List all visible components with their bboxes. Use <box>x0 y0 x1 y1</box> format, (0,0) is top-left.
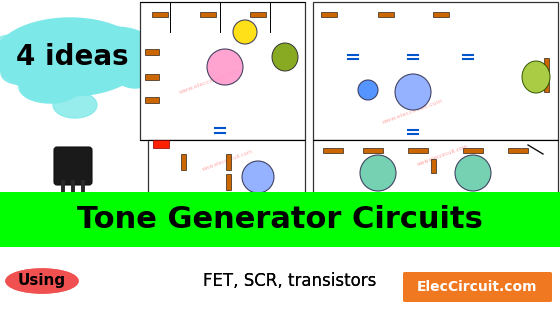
Ellipse shape <box>233 20 257 44</box>
Bar <box>200 12 216 16</box>
Text: www.eleccircuit.com: www.eleccircuit.com <box>202 148 254 172</box>
Ellipse shape <box>207 49 243 85</box>
Bar <box>180 154 185 170</box>
Ellipse shape <box>111 46 159 88</box>
Text: www.eleccircuit.com: www.eleccircuit.com <box>417 143 469 167</box>
Text: 4 ideas: 4 ideas <box>16 43 128 71</box>
Text: ElecCircuit.com: ElecCircuit.com <box>417 280 538 294</box>
Bar <box>433 12 449 16</box>
Bar <box>0 192 560 247</box>
Bar <box>323 147 343 152</box>
Text: Tone Generator Circuits: Tone Generator Circuits <box>77 205 483 234</box>
Ellipse shape <box>135 42 165 62</box>
Text: www.eleccircuit.com: www.eleccircuit.com <box>382 99 444 125</box>
Bar <box>250 12 266 16</box>
Ellipse shape <box>522 61 550 93</box>
Bar <box>226 154 231 170</box>
Bar <box>544 78 548 92</box>
Bar <box>408 147 428 152</box>
Ellipse shape <box>242 161 274 193</box>
Text: Tone Generator Circuits: Tone Generator Circuits <box>77 205 483 234</box>
Ellipse shape <box>358 80 378 100</box>
Text: www.eleccircuit.com: www.eleccircuit.com <box>179 69 241 95</box>
Bar <box>0 192 560 247</box>
Text: Using: Using <box>18 273 66 289</box>
Bar <box>145 97 159 103</box>
Bar <box>226 174 231 190</box>
FancyBboxPatch shape <box>403 272 552 302</box>
Ellipse shape <box>455 155 491 191</box>
Bar <box>152 12 168 16</box>
Ellipse shape <box>6 269 78 293</box>
Text: FET, SCR, transistors: FET, SCR, transistors <box>203 272 377 290</box>
FancyBboxPatch shape <box>403 272 552 302</box>
Bar <box>321 12 337 16</box>
Bar <box>313 140 558 195</box>
Bar <box>145 74 159 80</box>
Ellipse shape <box>6 269 78 293</box>
Text: FET, SCR, transistors: FET, SCR, transistors <box>203 272 377 290</box>
Bar <box>140 2 305 140</box>
Ellipse shape <box>0 18 145 96</box>
Bar <box>431 159 436 173</box>
Ellipse shape <box>80 27 150 59</box>
Bar <box>148 140 305 195</box>
Ellipse shape <box>395 74 431 110</box>
Bar <box>544 58 548 72</box>
Ellipse shape <box>1 62 35 84</box>
FancyBboxPatch shape <box>54 147 92 185</box>
Ellipse shape <box>0 35 24 51</box>
Ellipse shape <box>53 92 97 118</box>
Bar <box>378 12 394 16</box>
Bar <box>145 49 159 55</box>
Bar <box>313 2 558 140</box>
Text: Using: Using <box>18 273 66 289</box>
Ellipse shape <box>0 36 48 74</box>
Bar <box>363 147 383 152</box>
Text: ElecCircuit.com: ElecCircuit.com <box>417 280 538 294</box>
Bar <box>153 140 169 148</box>
Ellipse shape <box>272 43 298 71</box>
Bar <box>463 147 483 152</box>
Ellipse shape <box>360 155 396 191</box>
Ellipse shape <box>82 26 118 44</box>
Bar <box>508 147 528 152</box>
Ellipse shape <box>19 71 81 103</box>
